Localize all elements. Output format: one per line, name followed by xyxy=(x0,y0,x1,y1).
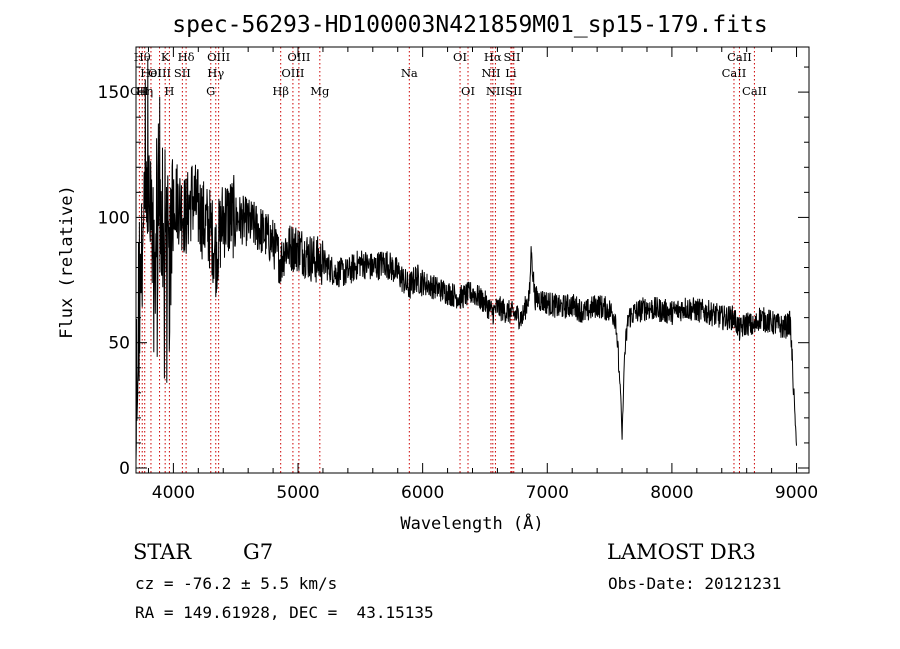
x-tick-label-5000: 5000 xyxy=(276,483,319,503)
spectrum-line xyxy=(135,58,797,462)
y-tick-label-100: 100 xyxy=(98,208,130,228)
line-label-11: OIII xyxy=(207,50,230,64)
x-tick-label-4000: 4000 xyxy=(152,483,195,503)
line-label-20: Hα xyxy=(484,50,502,64)
line-label-14: OIII xyxy=(287,50,310,64)
line-label-5: K xyxy=(161,50,170,64)
line-label-16: Na xyxy=(401,66,418,80)
line-label-0: OII xyxy=(130,84,149,98)
y-tick-label-0: 0 xyxy=(119,459,130,479)
line-label-6: H xyxy=(164,84,174,98)
spectrum-series xyxy=(135,58,797,462)
line-label-21: NII xyxy=(486,84,505,98)
survey-name: LAMOST DR3 xyxy=(607,540,756,564)
axes: 4000 5000 6000 7000 8000 9000 0 50 100 150 xyxy=(98,46,818,503)
line-markers: OIIHθHηHeIOIIIKHSIIHδGHγOIIIHβOIIIOIIIMg… xyxy=(130,47,767,473)
line-label-15: Mg xyxy=(310,84,330,98)
line-label-22: Li xyxy=(505,66,517,80)
line-label-4: OIII xyxy=(148,66,171,80)
line-label-12: Hβ xyxy=(272,84,289,98)
y-tick-label-150: 150 xyxy=(98,83,130,103)
plot-frame xyxy=(135,46,810,474)
line-label-23: SII xyxy=(504,50,521,64)
obs-date: Obs-Date: 20121231 xyxy=(608,574,782,593)
chart-title: spec-56293-HD100003N421859M01_sp15-179.f… xyxy=(172,12,767,38)
x-tick-label-6000: 6000 xyxy=(401,483,444,503)
line-label-26: CaII xyxy=(727,50,752,64)
line-label-9: G xyxy=(206,84,215,98)
x-axis-label: Wavelength (Å) xyxy=(400,512,543,534)
line-label-19: NII xyxy=(481,66,500,80)
line-label-27: CaII xyxy=(742,84,767,98)
line-label-24: SII xyxy=(505,84,522,98)
subclass: G7 xyxy=(243,540,274,564)
line-label-17: OI xyxy=(453,50,467,64)
object-class: STAR xyxy=(133,540,192,564)
line-label-13: OIII xyxy=(281,66,304,80)
line-label-10: Hγ xyxy=(207,66,224,80)
y-axis-label: Flux (relative) xyxy=(57,185,77,339)
x-tick-label-8000: 8000 xyxy=(650,483,693,503)
line-label-1: Hθ xyxy=(134,50,151,64)
line-label-8: Hδ xyxy=(178,50,195,64)
x-tick-label-7000: 7000 xyxy=(526,483,569,503)
y-tick-label-50: 50 xyxy=(108,334,130,354)
line-label-3: HeI xyxy=(140,66,161,80)
line-label-7: SII xyxy=(174,66,191,80)
line-label-25: CaII xyxy=(722,66,747,80)
redshift-text: cz = -76.2 ± 5.5 km/s xyxy=(135,574,338,593)
x-tick-label-9000: 9000 xyxy=(775,483,818,503)
coordinates-text: RA = 149.61928, DEC = 43.15135 xyxy=(135,603,434,622)
line-label-18: OI xyxy=(461,84,475,98)
